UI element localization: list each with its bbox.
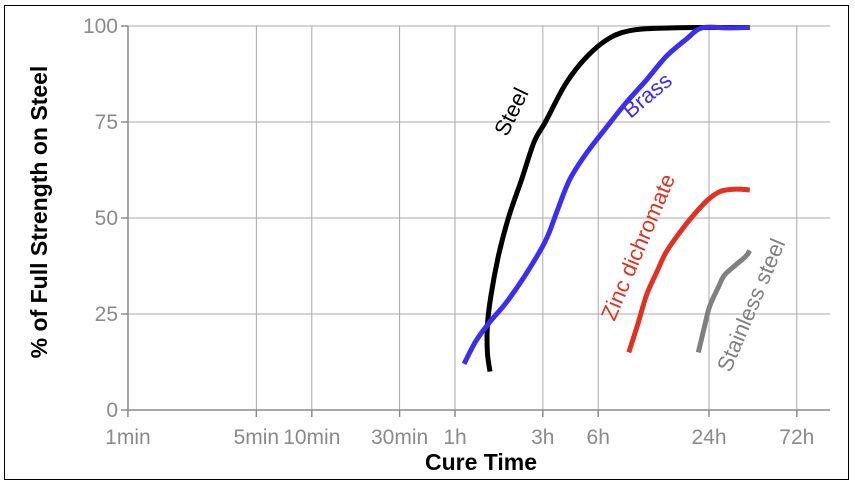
- x-tick-labels: 1min 5min 10min 30min 1h 3h 6h 24h 72h: [105, 426, 814, 449]
- series-line-stainless-steel: [695, 249, 752, 353]
- x-tick-label: 30min: [371, 426, 428, 449]
- chart-frame: [4, 5, 849, 480]
- x-tick-label: 5min: [234, 426, 280, 449]
- y-tick-labels: 0 25 50 75 100: [83, 15, 118, 422]
- x-axis-title: Cure Time: [425, 449, 537, 475]
- x-tick-label: 10min: [283, 426, 340, 449]
- y-tick-label: 25: [95, 303, 118, 326]
- x-tick-label: 72h: [779, 426, 814, 449]
- curve-label-steel: Steel: [489, 84, 533, 140]
- x-tick-label: 1h: [443, 426, 466, 449]
- series-line-steel: [484, 25, 750, 372]
- y-tick-label: 100: [83, 15, 118, 38]
- x-tick-label: 1min: [105, 426, 151, 449]
- x-tick-label: 3h: [531, 426, 554, 449]
- y-tick-label: 0: [106, 399, 118, 422]
- series-line-brass: [461, 24, 750, 366]
- axes: [121, 25, 830, 417]
- x-tick-label: 6h: [587, 426, 610, 449]
- series-line-zinc-dichromate: [626, 186, 751, 354]
- curve-label-stainless-steel: Stainless steel: [712, 235, 790, 375]
- y-axis-title: % of Full Strength on Steel: [26, 66, 52, 359]
- x-tick-label: 24h: [691, 426, 726, 449]
- series-lines: [461, 24, 752, 372]
- y-tick-label: 75: [95, 111, 118, 134]
- y-tick-label: 50: [95, 207, 118, 230]
- grid: [127, 25, 830, 410]
